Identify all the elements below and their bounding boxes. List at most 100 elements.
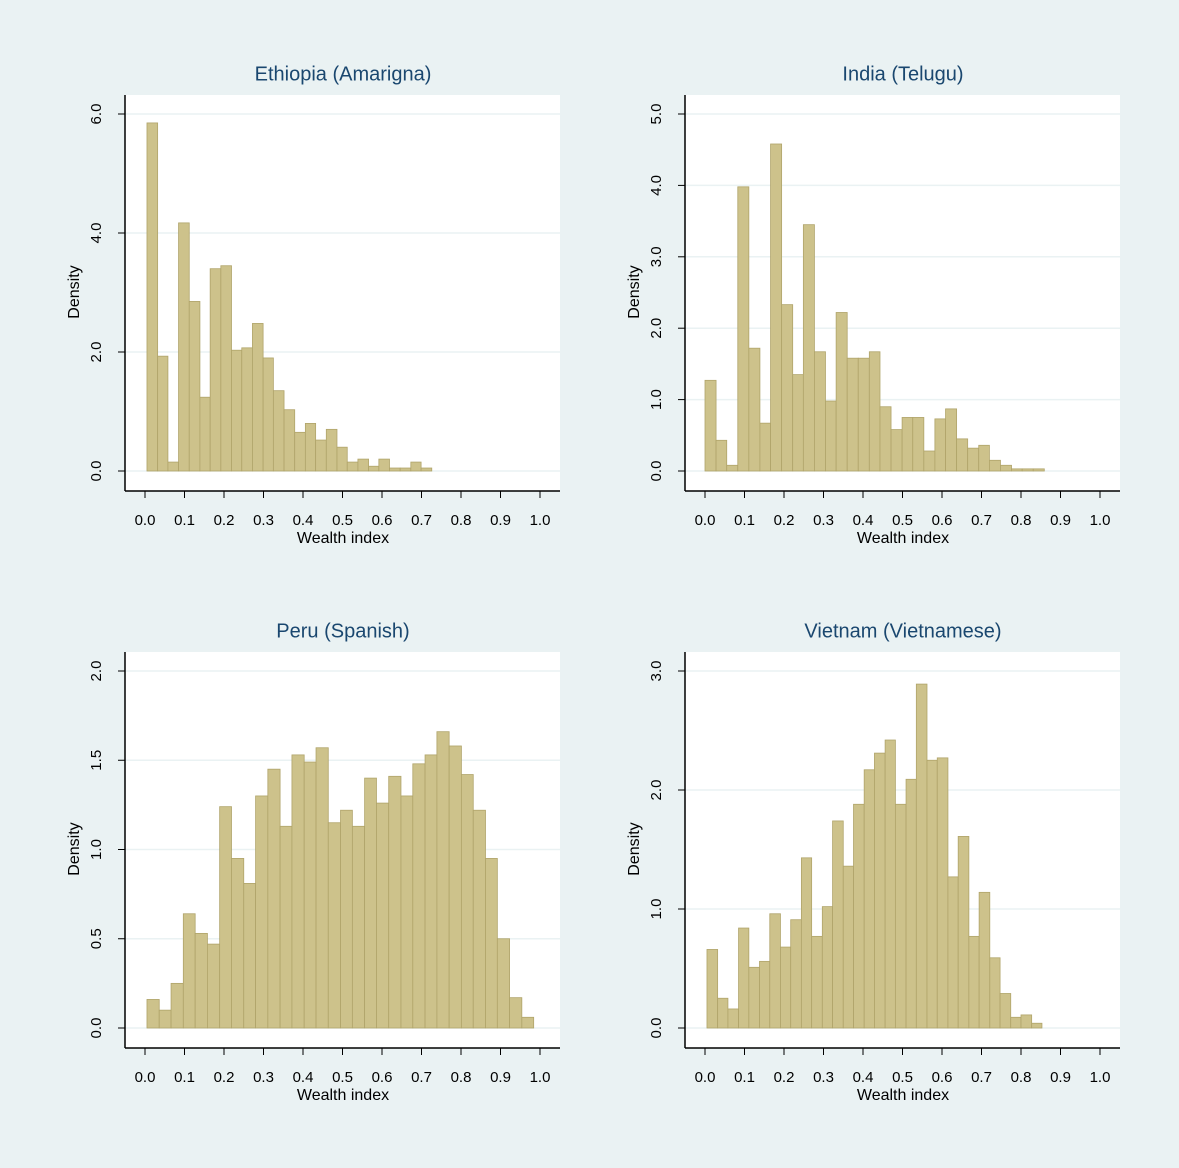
y-tick-label: 0.0 xyxy=(88,461,105,482)
x-tick-label: 0.5 xyxy=(892,1069,913,1086)
bar xyxy=(936,757,949,1029)
x-tick-label: 0.2 xyxy=(774,1069,795,1086)
bar xyxy=(291,754,305,1029)
x-tick-label: 0.7 xyxy=(411,1069,432,1086)
bar xyxy=(303,761,317,1029)
y-tick-label: 4.0 xyxy=(648,175,665,196)
bar xyxy=(890,429,903,472)
bar xyxy=(811,935,823,1029)
x-tick-label: 0.3 xyxy=(813,512,834,529)
bar xyxy=(368,465,380,472)
bar xyxy=(978,891,991,1029)
x-tick-label: 0.6 xyxy=(932,512,953,529)
x-tick-label: 1.0 xyxy=(530,512,551,529)
y-tick-label: 1.5 xyxy=(88,750,105,771)
bar xyxy=(748,347,761,472)
x-tick-label: 0.1 xyxy=(734,1069,755,1086)
x-tick-label: 0.4 xyxy=(853,1069,874,1086)
bar xyxy=(209,268,222,472)
bar xyxy=(315,747,329,1029)
bar xyxy=(378,458,390,472)
bar xyxy=(207,943,221,1029)
bar xyxy=(802,224,815,472)
y-tick-label: 2.0 xyxy=(88,661,105,682)
bar xyxy=(905,778,917,1029)
bar xyxy=(351,825,366,1029)
chart-title: Peru (Spanish) xyxy=(276,620,409,642)
x-tick-label: 0.6 xyxy=(372,1069,393,1086)
bar xyxy=(814,351,826,472)
x-tick-label: 0.7 xyxy=(971,1069,992,1086)
x-tick-label: 0.5 xyxy=(332,512,353,529)
y-axis-label: Density xyxy=(66,265,83,318)
bar xyxy=(825,400,837,472)
bar xyxy=(846,357,859,472)
bar xyxy=(448,745,462,1029)
bar xyxy=(376,802,390,1029)
bar xyxy=(842,865,854,1029)
bar xyxy=(167,461,179,472)
y-axis-label: Density xyxy=(66,822,83,875)
bar xyxy=(255,795,269,1029)
bar xyxy=(178,222,190,472)
bar xyxy=(759,960,771,1029)
bar xyxy=(874,752,886,1029)
bar xyxy=(832,820,844,1029)
bar xyxy=(327,822,341,1029)
bar xyxy=(336,446,348,472)
x-tick-label: 1.0 xyxy=(1090,512,1111,529)
y-tick-label: 0.5 xyxy=(88,928,105,949)
bar xyxy=(999,993,1012,1029)
bar xyxy=(267,768,281,1029)
x-tick-label: 0.8 xyxy=(1011,1069,1032,1086)
x-tick-label: 0.6 xyxy=(932,1069,953,1086)
bar xyxy=(436,731,450,1029)
y-tick-label: 5.0 xyxy=(648,104,665,125)
x-tick-label: 0.5 xyxy=(332,1069,353,1086)
bar xyxy=(400,795,414,1029)
x-tick-label: 0.2 xyxy=(214,512,235,529)
x-tick-label: 0.0 xyxy=(695,1069,716,1086)
bar xyxy=(410,461,422,472)
x-tick-label: 0.9 xyxy=(490,1069,511,1086)
x-tick-label: 0.2 xyxy=(214,1069,235,1086)
x-tick-label: 0.2 xyxy=(774,512,795,529)
x-axis-label: Wealth index xyxy=(857,1087,949,1104)
bar xyxy=(1010,1016,1022,1029)
bar xyxy=(790,919,802,1029)
bar xyxy=(219,806,232,1029)
x-tick-label: 0.1 xyxy=(174,512,195,529)
bar xyxy=(957,836,970,1029)
bar xyxy=(231,349,243,472)
bar xyxy=(748,966,760,1029)
bar xyxy=(509,997,523,1029)
bar xyxy=(357,458,369,472)
bar xyxy=(923,450,936,472)
bar xyxy=(424,754,438,1029)
x-tick-label: 1.0 xyxy=(1090,1069,1111,1086)
x-tick-label: 0.7 xyxy=(971,512,992,529)
bar xyxy=(901,417,914,472)
y-tick-label: 2.0 xyxy=(648,780,665,801)
x-tick-label: 0.0 xyxy=(135,1069,156,1086)
bar xyxy=(727,1008,739,1029)
chart-title: Vietnam (Vietnamese) xyxy=(804,620,1001,642)
bar xyxy=(243,883,257,1029)
bar xyxy=(1000,464,1012,472)
bar xyxy=(868,351,881,472)
bar xyxy=(304,422,317,472)
x-axis-label: Wealth index xyxy=(857,530,949,547)
bar xyxy=(879,406,892,472)
bar xyxy=(715,439,728,472)
bar xyxy=(706,949,719,1029)
bar xyxy=(146,122,159,472)
bar xyxy=(912,417,925,472)
x-tick-label: 0.0 xyxy=(695,512,716,529)
bar xyxy=(1011,468,1023,472)
bar xyxy=(262,357,274,472)
bar xyxy=(388,775,402,1029)
bar xyxy=(146,999,160,1029)
x-tick-label: 0.0 xyxy=(135,512,156,529)
bar xyxy=(800,857,813,1029)
